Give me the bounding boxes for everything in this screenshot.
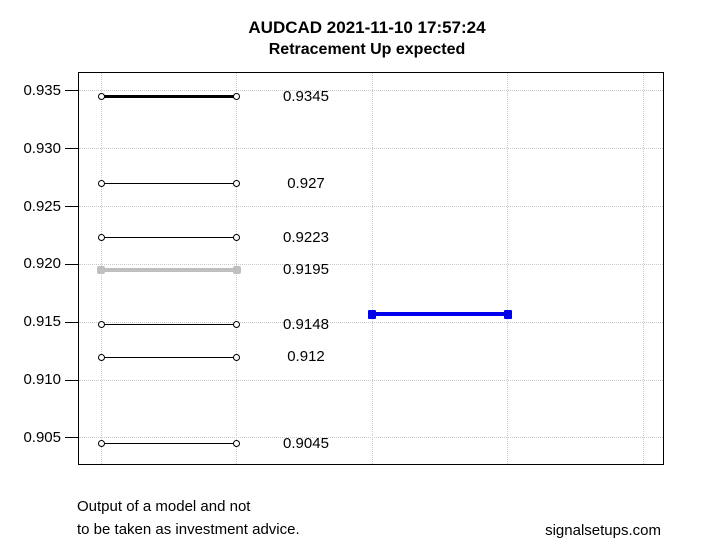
vertical-gridline — [507, 73, 508, 464]
retracement-level-line — [101, 324, 237, 326]
retracement-level-label: 0.9345 — [283, 87, 329, 105]
horizontal-gridline — [79, 321, 663, 323]
open-circle-marker — [97, 180, 105, 188]
open-circle-marker — [233, 234, 240, 242]
open-circle-marker — [97, 234, 105, 242]
retracement-level-line — [101, 95, 237, 99]
y-tick-label: 0.905 — [23, 428, 61, 446]
y-axis-tick — [65, 437, 79, 439]
open-circle-marker — [97, 321, 105, 329]
gray-point-marker — [232, 266, 241, 275]
plot-area: 0.935 0.930 0.925 0.920 0.915 0.910 0.905 0.934… — [23, 72, 664, 465]
retracement-level-label: 0.927 — [287, 174, 325, 192]
retracement-level-label: 0.912 — [287, 348, 325, 366]
open-circle-marker — [233, 180, 240, 188]
y-tick-label: 0.930 — [23, 139, 61, 157]
y-tick-label: 0.920 — [23, 255, 61, 273]
open-circle-marker — [233, 440, 240, 448]
blue-cross-marker — [368, 309, 376, 319]
retracement-level-label: 0.9195 — [283, 261, 329, 279]
watermark-signalsetups: signalsetups.com — [545, 522, 661, 539]
open-circle-marker — [97, 93, 105, 101]
y-tick-label: 0.925 — [23, 197, 61, 215]
chart-subtitle: Retracement Up expected — [268, 41, 466, 58]
open-circle-marker — [233, 353, 240, 361]
disclaimer-line-2: to be taken as investment advice. — [77, 521, 300, 538]
blue-cross-marker — [503, 309, 512, 319]
y-axis-tick — [65, 148, 79, 150]
open-circle-marker — [97, 353, 105, 361]
open-circle-marker — [233, 93, 240, 101]
horizontal-gridline — [79, 263, 663, 265]
y-axis-tick — [65, 206, 79, 208]
horizontal-gridline — [79, 148, 663, 150]
signal-segment-line — [372, 312, 508, 317]
retracement-level-label: 0.9223 — [283, 228, 329, 246]
retracement-level-line — [101, 183, 237, 185]
retracement-level-label: 0.9148 — [283, 315, 329, 333]
vertical-gridline — [371, 73, 373, 464]
disclaimer: Output of a model and not to be taken as… — [77, 495, 300, 541]
title-block: AUDCAD 2021-11-10 17:57:24 Retracement U… — [75, 0, 659, 61]
retracement-level-line — [101, 237, 237, 239]
retracement-level-line — [101, 356, 237, 358]
horizontal-gridline — [79, 90, 663, 92]
y-tick-label: 0.935 — [23, 81, 61, 99]
horizontal-gridline — [79, 379, 663, 381]
retracement-level-line — [101, 443, 237, 445]
y-axis-tick — [65, 379, 79, 381]
chart-title: AUDCAD 2021-11-10 17:57:24 — [248, 18, 486, 37]
horizontal-gridline — [79, 206, 663, 208]
disclaimer-line-1: Output of a model and not — [77, 498, 251, 515]
vertical-gridline — [642, 73, 644, 464]
y-axis-tick — [65, 263, 79, 265]
y-tick-label: 0.910 — [23, 371, 61, 389]
retracement-level-label: 0.9045 — [283, 434, 329, 452]
retracement-level-line — [101, 268, 237, 273]
gray-point-marker — [97, 266, 105, 275]
y-axis-tick — [65, 90, 79, 92]
open-circle-marker — [233, 321, 240, 329]
open-circle-marker — [97, 440, 105, 448]
horizontal-gridline — [79, 437, 663, 439]
y-tick-label: 0.915 — [23, 313, 61, 331]
y-axis-tick — [65, 321, 79, 323]
